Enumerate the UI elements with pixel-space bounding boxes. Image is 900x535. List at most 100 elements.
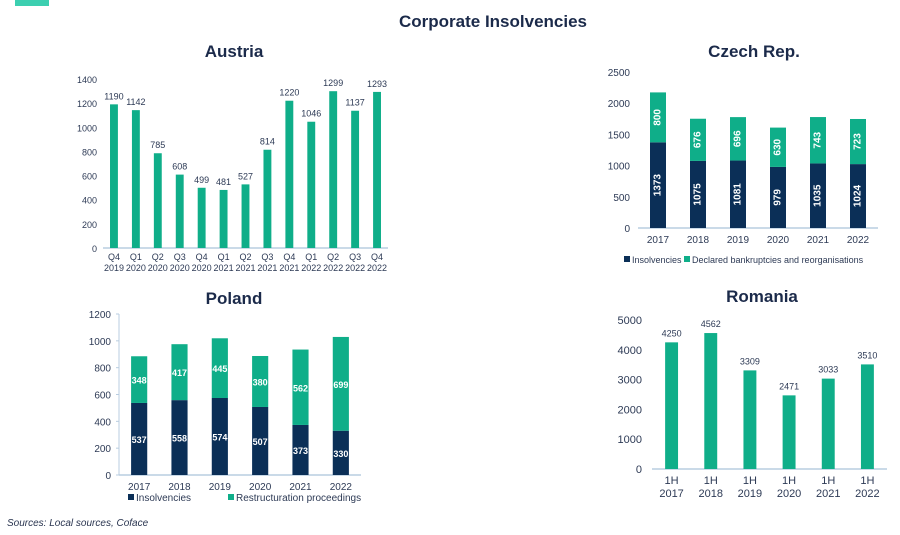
x-tick-label: 2020 <box>192 263 212 273</box>
data-label: 814 <box>260 137 275 147</box>
data-label: 1137 <box>345 98 364 108</box>
data-label: 1220 <box>279 88 299 98</box>
x-tick-label: 2021 <box>816 488 840 500</box>
y-tick-label: 1000 <box>89 337 112 348</box>
x-tick-label: 2022 <box>345 263 365 273</box>
y-tick-label: 400 <box>82 196 97 206</box>
data-label: 696 <box>733 130 744 147</box>
bar-segment-insolvencies <box>332 430 349 475</box>
bar <box>821 378 835 469</box>
y-tick-label: 1000 <box>618 434 642 446</box>
x-tick-label: 2022 <box>330 482 353 493</box>
data-label: 785 <box>150 140 165 150</box>
bar <box>241 184 250 248</box>
x-tick-label: Q4 <box>283 252 295 262</box>
legend-swatch <box>624 256 630 262</box>
bar-segment-insolvencies <box>730 160 746 228</box>
x-tick-label: 2022 <box>301 263 321 273</box>
y-tick-label: 2000 <box>618 404 642 416</box>
bar <box>704 333 718 469</box>
accent-bar <box>15 0 49 6</box>
romania-chart: 01000200030004000500042501H201745621H201… <box>618 315 887 500</box>
data-label: 380 <box>253 377 268 387</box>
x-tick-label: 2020 <box>126 263 146 273</box>
data-label: 1024 <box>853 184 864 207</box>
bar-segment-insolvencies <box>770 166 786 228</box>
bar-segment-insolvencies <box>810 163 826 228</box>
data-label: 1075 <box>693 183 704 206</box>
data-label: 1299 <box>323 78 343 88</box>
x-tick-label: 2019 <box>738 488 762 500</box>
x-tick-label: 2020 <box>777 488 801 500</box>
y-tick-label: 0 <box>624 224 630 235</box>
data-label: 1081 <box>733 183 744 206</box>
y-tick-label: 4000 <box>618 345 642 357</box>
x-tick-label: 2017 <box>128 482 151 493</box>
bar <box>860 364 874 469</box>
data-label: 445 <box>212 364 227 374</box>
x-tick-label: 1H <box>704 475 718 487</box>
bar-segment-secondary <box>850 118 866 165</box>
czech-chart: 0 500 1000 1500 2000 2500 1373 800 2017 1075 676 20… <box>608 68 878 265</box>
y-tick-label: 2000 <box>608 99 631 110</box>
data-label: 1035 <box>813 184 824 207</box>
x-tick-label: 2020 <box>767 235 790 246</box>
y-tick-label: 2500 <box>608 68 631 79</box>
data-label: 562 <box>293 383 308 393</box>
x-tick-label: Q1 <box>130 252 142 262</box>
austria-chart: 02004006008001000120014001190Q420191142Q… <box>77 75 388 273</box>
bar <box>307 121 316 248</box>
poland-chart-title: Poland <box>205 289 263 308</box>
bar-segment-insolvencies <box>690 160 706 228</box>
x-tick-label: 2021 <box>257 263 277 273</box>
x-tick-label: 2021 <box>279 263 299 273</box>
bar-segment-insolvencies <box>131 402 148 475</box>
data-label: 373 <box>293 446 308 456</box>
x-tick-label: 2021 <box>807 235 830 246</box>
bar-segment-secondary <box>211 338 228 398</box>
y-tick-label: 0 <box>92 244 97 254</box>
data-label: 1190 <box>104 91 123 101</box>
data-label: 630 <box>773 138 784 155</box>
x-tick-label: 2021 <box>214 263 234 273</box>
bar-segment-secondary <box>730 117 746 161</box>
y-tick-label: 3000 <box>618 375 642 387</box>
bar <box>351 110 360 248</box>
bar-segment-insolvencies <box>650 142 666 228</box>
bar <box>263 149 272 248</box>
data-label: 499 <box>194 175 209 185</box>
y-tick-label: 1400 <box>77 75 97 85</box>
czech-chart-title: Czech Rep. <box>708 42 800 61</box>
y-tick-label: 200 <box>94 444 111 455</box>
data-label: 4562 <box>701 319 721 329</box>
data-label: 608 <box>172 162 187 172</box>
data-label: 1293 <box>367 79 387 89</box>
poland-chart: 0 200 400 600 800 1000 1200 537 348 2017 558 417 201… <box>89 310 361 504</box>
source-note: Sources: Local sources, Coface <box>7 518 149 529</box>
y-tick-label: 1200 <box>89 310 112 321</box>
x-tick-label: Q1 <box>305 252 317 262</box>
x-tick-label: 2022 <box>847 235 870 246</box>
bar <box>131 110 140 248</box>
data-label: 417 <box>172 368 187 378</box>
x-tick-label: Q2 <box>152 252 164 262</box>
x-tick-label: 2020 <box>148 263 168 273</box>
bar <box>175 174 184 248</box>
x-tick-label: 2017 <box>647 235 670 246</box>
x-tick-label: Q3 <box>174 252 186 262</box>
data-label: 481 <box>216 177 231 187</box>
bar <box>782 395 796 469</box>
bar-segment-secondary <box>252 355 269 407</box>
data-label: 574 <box>212 432 227 442</box>
x-tick-label: Q1 <box>218 252 230 262</box>
x-tick-label: 1H <box>821 475 835 487</box>
bar-segment-secondary <box>171 344 188 401</box>
bar-segment-secondary <box>810 117 826 164</box>
bar <box>373 91 381 248</box>
y-tick-label: 0 <box>105 471 111 482</box>
data-label: 3510 <box>857 350 877 360</box>
x-tick-label: 2019 <box>104 263 124 273</box>
bar <box>285 100 294 248</box>
legend-label: Declared bankruptcies and reorganisation… <box>692 255 864 265</box>
data-label: 3033 <box>818 365 838 375</box>
